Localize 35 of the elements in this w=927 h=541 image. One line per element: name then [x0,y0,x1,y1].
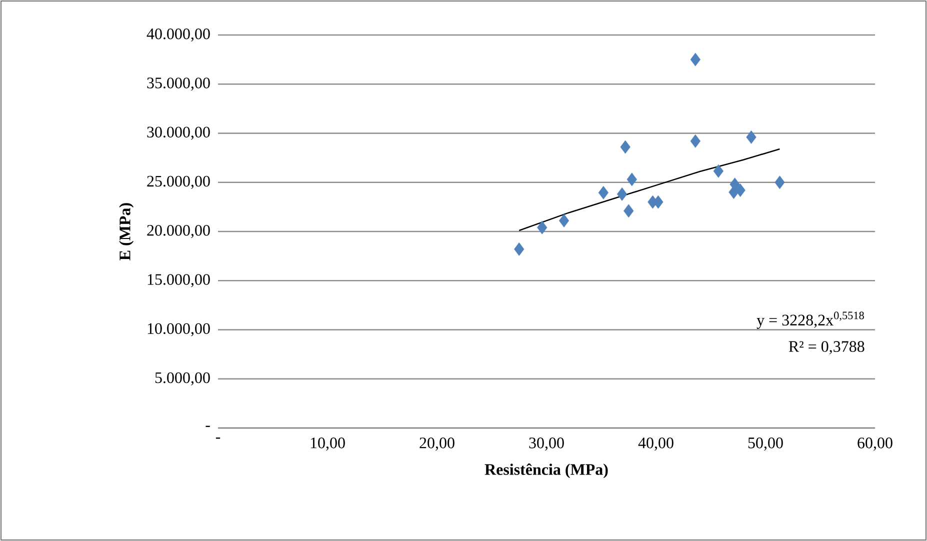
y-tick-label: 5.000,00 [155,372,210,386]
point [735,184,746,197]
y-tick-label: 10.000,00 [148,323,210,336]
point [514,242,524,256]
x-tick-label: 20,00 [420,438,454,451]
point [616,187,628,201]
x-tick-label: - [216,438,220,439]
y-tick-label: 25.000,00 [147,176,210,189]
annotation: y = 3228,2x$^{0,5518}$ [756,312,864,329]
y-tick-label: 35.000,00 [147,78,210,91]
y-tick-label: 15.000,00 [148,274,210,288]
point [713,164,724,178]
y-axis-title: E (MPa) [119,203,134,260]
y-tick-label: 20.000,00 [147,224,210,238]
point [537,220,548,234]
x-tick-label: 60,00 [858,438,892,451]
y-tick-label: 40.000,00 [146,28,210,42]
x-axis-title: Resistência (MPa) [484,463,608,478]
x-tick-label: 10,00 [310,438,345,451]
point [746,130,756,144]
x-tick-label: 50,00 [748,438,783,451]
point [690,52,700,66]
x-tick-label: 40,00 [638,438,674,451]
annotation: R² = 0,3788 [788,341,864,354]
point [774,176,785,190]
point [653,195,664,209]
point [558,214,570,228]
y-tick-label: 30.000,00 [147,126,210,140]
y-tick-label: - [206,426,210,427]
point [620,140,630,154]
x-tick-label: 30,00 [529,438,564,451]
point [690,134,700,148]
point [598,186,609,200]
point [624,204,634,218]
point [626,172,637,186]
